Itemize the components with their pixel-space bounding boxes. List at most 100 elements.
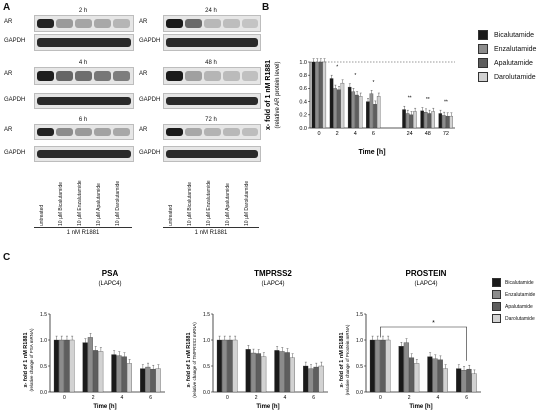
bar	[424, 112, 428, 129]
chart-c2-xlabel: Time [h]	[256, 404, 279, 410]
legend-label: Bicalutamide	[505, 279, 534, 286]
chart-c3-title: PROSTEIN	[406, 269, 447, 278]
bar	[471, 373, 477, 393]
bar	[311, 61, 316, 129]
blot-ar-24h	[163, 15, 261, 32]
lane-label: 10 µM Bicalutamide	[187, 181, 193, 226]
y-tick-label: 0.0	[203, 390, 210, 396]
bar	[445, 115, 450, 129]
x-tick-label: 24	[407, 131, 413, 137]
bar	[355, 94, 359, 129]
y-tick-label: 1.0	[299, 60, 307, 66]
blot-time-label: 6 h	[78, 117, 88, 123]
legend-item-apalutamide: Apalutamide	[478, 58, 533, 68]
bar	[409, 114, 414, 129]
bar	[333, 88, 337, 129]
significance-marker: *	[432, 320, 435, 327]
legend-swatch	[492, 290, 501, 299]
x-tick-label: 4	[120, 395, 123, 401]
x-tick-label: 6	[312, 395, 315, 401]
chart-c2-ylabel2: (relative change of TMPRSS2 mRNA)	[192, 322, 197, 398]
lane-label: 10 µM Apalutamide	[96, 183, 102, 226]
chart-c1-subtitle: (LAPC4)	[98, 281, 121, 287]
bar	[329, 78, 334, 129]
chart-c3-ylabel2: (relative change of Prostein mRNA)	[345, 324, 350, 395]
legend-swatch	[478, 58, 488, 68]
blot-row-label-gapdh: GAPDH	[4, 97, 26, 103]
y-tick-label: 1.0	[40, 338, 47, 344]
bar	[250, 352, 256, 393]
bar	[87, 337, 93, 393]
x-tick-label: 6	[149, 395, 152, 401]
blot-ar-72h	[163, 124, 261, 140]
significance-marker: **	[408, 96, 412, 102]
chart-c1-plot: 0.0 0.5 1.0 1.5 0 2 4 6	[40, 312, 165, 401]
chart-c3-ylabel: x- fold of 1 nM R1881	[339, 332, 345, 387]
significance-bracket	[380, 326, 467, 361]
bar	[337, 89, 341, 129]
blot-ar-2h	[34, 15, 134, 32]
bar	[405, 113, 410, 129]
chart-b-xlabel: Time [h]	[358, 149, 385, 156]
blot-ar-4h	[34, 67, 134, 85]
x-tick-label: 2	[92, 395, 95, 401]
bar	[461, 370, 467, 393]
bar	[140, 368, 146, 393]
bar	[222, 339, 228, 393]
significance-marker: *	[372, 80, 374, 86]
legend-item-darolutamide: Darolutamide	[492, 314, 535, 323]
x-tick-label: 6	[465, 395, 468, 401]
y-tick-label: 1.0	[356, 338, 363, 344]
bar	[351, 91, 356, 129]
blot-time-label: 48 h	[205, 60, 217, 66]
blot-gapdh-6h	[34, 146, 134, 162]
legend-swatch	[492, 278, 501, 287]
bar	[150, 368, 156, 393]
chart-ar-protein: x- fold of 1 nM R1881 (relative AR prote…	[265, 58, 455, 156]
bar	[403, 342, 409, 393]
bar	[380, 339, 386, 393]
bar	[438, 113, 443, 129]
treatment-underline	[163, 227, 259, 228]
y-tick-label: 0.2	[299, 113, 307, 119]
chart-c2-title: TMPRSS2	[254, 269, 292, 278]
bar	[279, 351, 285, 393]
chart-c1-title: PSA	[102, 269, 119, 278]
y-tick-label: 0.0	[40, 390, 47, 396]
blot-row-label-ar: AR	[4, 71, 13, 77]
blot-ar-48h	[163, 67, 261, 85]
legend-item-bicalutamide: Bicalutamide	[478, 30, 534, 40]
bar	[216, 339, 222, 393]
blot-time-label: 2 h	[78, 8, 88, 14]
bar	[313, 366, 319, 393]
bar	[420, 110, 424, 129]
chart-b-ylabel: x- fold of 1 nM R1881	[265, 60, 272, 130]
bar	[116, 355, 122, 393]
significance-marker: *	[354, 73, 356, 79]
significance-marker: **	[426, 97, 430, 103]
panel-letter-b: B	[262, 2, 270, 13]
blot-gapdh-4h	[34, 93, 134, 109]
bar	[347, 86, 352, 129]
bar	[456, 368, 462, 393]
blot-time-label: 4 h	[78, 60, 88, 66]
lane-label: 10 µM Apalutamide	[225, 183, 231, 226]
chart-c1-ylabel2: (relative change of PSA mRNA)	[29, 328, 34, 392]
legend-swatch	[478, 72, 488, 82]
bar	[376, 96, 381, 129]
y-tick-label: 1.5	[356, 312, 363, 318]
significance-marker: **	[444, 100, 448, 106]
y-tick-label: 1.5	[40, 312, 47, 318]
x-tick-label: 6	[372, 131, 375, 137]
bar	[53, 339, 59, 393]
lane-label: untreated	[168, 204, 174, 226]
bar	[402, 109, 406, 129]
bar	[98, 351, 104, 393]
bar	[82, 342, 88, 393]
y-tick-label: 0.5	[203, 364, 210, 370]
treatment-underline	[34, 227, 132, 228]
blot-row-label-ar: AR	[139, 127, 148, 133]
blot-row-label-gapdh: GAPDH	[139, 97, 161, 103]
bar	[255, 353, 262, 393]
bar	[245, 349, 251, 393]
